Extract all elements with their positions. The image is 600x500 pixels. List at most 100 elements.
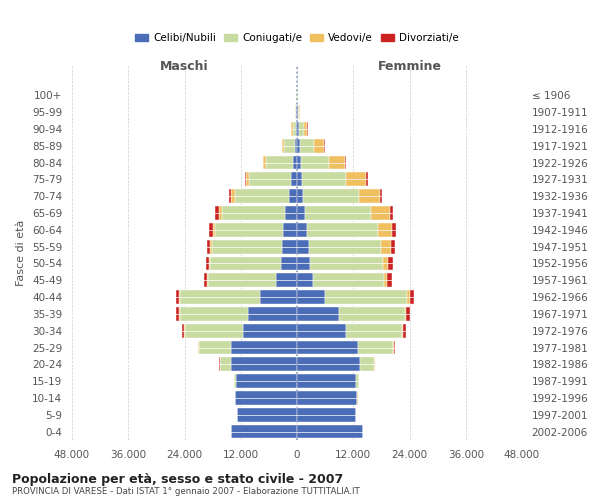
- Bar: [329, 156, 345, 170]
- Bar: [377, 223, 392, 236]
- Bar: [235, 190, 289, 203]
- Bar: [388, 274, 392, 287]
- Bar: [248, 307, 297, 321]
- Bar: [212, 240, 282, 254]
- Bar: [390, 206, 393, 220]
- Bar: [358, 340, 393, 354]
- Bar: [297, 374, 356, 388]
- Bar: [299, 122, 304, 136]
- Bar: [236, 374, 297, 388]
- Bar: [283, 223, 297, 236]
- Bar: [403, 324, 406, 338]
- Bar: [382, 240, 391, 254]
- Bar: [299, 105, 300, 119]
- Bar: [209, 256, 210, 270]
- Bar: [176, 290, 179, 304]
- Bar: [246, 172, 249, 186]
- Bar: [206, 256, 209, 270]
- Bar: [215, 206, 219, 220]
- Bar: [301, 156, 329, 170]
- Bar: [309, 240, 382, 254]
- Bar: [346, 324, 403, 338]
- Bar: [219, 206, 222, 220]
- Bar: [180, 307, 248, 321]
- Bar: [231, 190, 235, 203]
- Bar: [302, 172, 346, 186]
- Bar: [176, 307, 179, 321]
- Bar: [199, 340, 232, 354]
- Bar: [366, 172, 368, 186]
- Bar: [345, 156, 346, 170]
- Bar: [276, 274, 297, 287]
- Bar: [297, 324, 346, 338]
- Bar: [282, 139, 284, 152]
- Bar: [302, 190, 359, 203]
- Bar: [297, 172, 302, 186]
- Bar: [220, 358, 232, 371]
- Bar: [296, 122, 297, 136]
- Bar: [297, 307, 339, 321]
- Bar: [180, 290, 260, 304]
- Bar: [405, 307, 406, 321]
- Bar: [295, 139, 297, 152]
- Bar: [297, 206, 305, 220]
- Y-axis label: Fasce di età: Fasce di età: [16, 220, 26, 286]
- Bar: [310, 256, 383, 270]
- Bar: [235, 391, 297, 405]
- Bar: [297, 408, 356, 422]
- Bar: [292, 122, 293, 136]
- Bar: [394, 340, 395, 354]
- Legend: Celibi/Nubili, Coniugati/e, Vedovi/e, Divorziati/e: Celibi/Nubili, Coniugati/e, Vedovi/e, Di…: [131, 29, 463, 48]
- Bar: [304, 122, 307, 136]
- Bar: [297, 358, 360, 371]
- Bar: [388, 256, 392, 270]
- Text: Maschi: Maschi: [160, 60, 209, 74]
- Bar: [296, 105, 297, 119]
- Bar: [356, 374, 359, 388]
- Bar: [383, 256, 388, 270]
- Bar: [260, 290, 297, 304]
- Bar: [281, 256, 297, 270]
- Bar: [392, 223, 396, 236]
- Bar: [346, 172, 366, 186]
- Y-axis label: Anni di nascita: Anni di nascita: [598, 211, 600, 294]
- Bar: [297, 223, 307, 236]
- Bar: [209, 223, 213, 236]
- Bar: [293, 122, 296, 136]
- Bar: [215, 223, 283, 236]
- Bar: [207, 274, 208, 287]
- Bar: [210, 256, 281, 270]
- Bar: [297, 156, 301, 170]
- Bar: [325, 290, 407, 304]
- Bar: [314, 139, 324, 152]
- Bar: [232, 340, 297, 354]
- Bar: [285, 206, 297, 220]
- Bar: [305, 206, 371, 220]
- Bar: [297, 274, 313, 287]
- Bar: [300, 139, 314, 152]
- Text: Popolazione per età, sesso e stato civile - 2007: Popolazione per età, sesso e stato civil…: [12, 472, 343, 486]
- Bar: [406, 307, 410, 321]
- Text: PROVINCIA DI VARESE - Dati ISTAT 1° gennaio 2007 - Elaborazione TUTTITALIA.IT: PROVINCIA DI VARESE - Dati ISTAT 1° genn…: [12, 488, 360, 496]
- Bar: [182, 324, 184, 338]
- Bar: [243, 324, 297, 338]
- Bar: [232, 358, 297, 371]
- Bar: [293, 156, 297, 170]
- Bar: [407, 290, 409, 304]
- Bar: [210, 240, 212, 254]
- Bar: [409, 290, 414, 304]
- Bar: [237, 408, 297, 422]
- Bar: [292, 172, 297, 186]
- Text: Femmine: Femmine: [377, 60, 442, 74]
- Bar: [297, 139, 300, 152]
- Bar: [391, 240, 395, 254]
- Bar: [263, 156, 266, 170]
- Bar: [204, 274, 207, 287]
- Bar: [380, 190, 382, 203]
- Bar: [282, 240, 297, 254]
- Bar: [229, 190, 231, 203]
- Bar: [360, 358, 374, 371]
- Bar: [206, 240, 210, 254]
- Bar: [297, 340, 358, 354]
- Bar: [297, 122, 299, 136]
